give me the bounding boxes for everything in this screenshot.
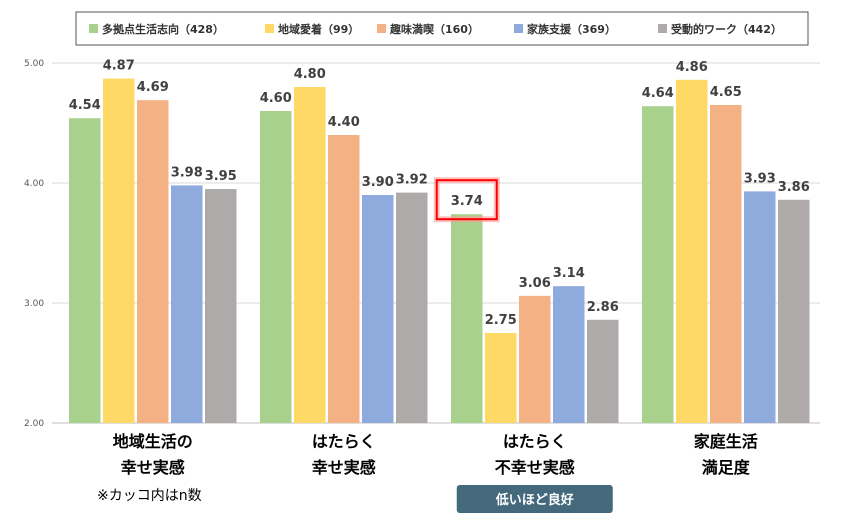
data-label: 3.95 [205,169,237,184]
data-label: 4.64 [642,86,674,101]
value-labels: 4.54 4.60 3.74 4.64 4.87 4.80 2.75 4.86 4.69 4.40… [69,59,810,328]
legend: 多拠点生活志向（428） 地域愛着（99） 趣味満喫（160） 家族支援（369） 受動… [75,11,809,46]
legend-label: 受動的ワーク（442） [671,22,782,36]
data-label: 4.86 [676,60,708,75]
legend-label: 趣味満喫（160） [389,22,479,36]
bar [744,191,776,423]
bar [171,185,203,423]
bar [642,106,674,423]
legend-swatch [658,24,667,33]
bar [396,192,428,423]
bar [328,135,360,423]
bar [519,295,551,423]
y-tick-label: 2.00 [24,419,44,429]
badge-background [456,485,613,513]
data-label: 3.74 [451,194,483,209]
bar [451,214,483,423]
bar [103,78,135,423]
data-label: 3.92 [396,173,428,188]
bar [205,189,237,423]
legend-label: 多拠点生活志向（428） [102,22,224,36]
data-label: 3.98 [171,165,203,180]
bar [710,105,742,423]
data-label: 4.80 [294,67,326,82]
data-label: 3.14 [553,266,585,281]
category-label: はたらく [312,432,376,451]
category-label: 幸せ実感 [312,458,376,477]
data-label: 2.86 [587,300,619,315]
legend-swatch [265,24,274,33]
y-tick-label: 3.00 [24,299,44,309]
data-label: 4.87 [103,59,135,74]
legend-label: 地域愛着（99） [278,22,359,36]
bar [676,79,708,424]
bars [69,78,810,424]
legend-swatch [377,24,386,33]
data-label: 4.60 [260,91,292,106]
legend-frame [75,11,809,46]
category-label: 地域生活の [113,432,193,451]
badge-label: 低いほど良好 [495,492,574,508]
y-axis-ticks: 2.00 3.00 4.00 5.00 [24,59,44,429]
lower-is-better-badge: 低いほど良好 [456,485,613,513]
category-label: 不幸せ実感 [495,458,575,477]
data-label: 3.86 [778,180,810,195]
bar [260,111,292,423]
category-label: 家庭生活 [694,432,758,451]
highlight-box [435,179,498,221]
data-label: 3.06 [519,276,551,291]
highlight [433,177,500,223]
data-label: 4.54 [69,98,101,113]
legend-label: 家族支援（369） [527,22,616,36]
category-label: はたらく [503,432,567,451]
data-label: 2.75 [485,313,517,328]
y-tick-label: 4.00 [24,179,44,189]
sample-size-note: ※カッコ内はn数 [97,488,202,504]
bar [587,319,619,423]
bar [553,286,585,423]
bar [137,100,169,423]
data-label: 4.69 [137,80,169,95]
y-tick-label: 5.00 [24,59,44,69]
legend-swatch [89,24,98,33]
data-label: 3.93 [744,171,776,186]
category-label: 満足度 [702,458,751,477]
data-label: 4.65 [710,85,742,100]
bar [362,195,394,423]
legend-swatch [514,24,523,33]
data-label: 3.90 [362,175,394,190]
bar [294,87,326,423]
bar [69,118,101,423]
bar [485,333,517,423]
data-label: 4.40 [328,115,360,130]
category-label: 幸せ実感 [121,458,185,477]
bar [778,199,810,423]
